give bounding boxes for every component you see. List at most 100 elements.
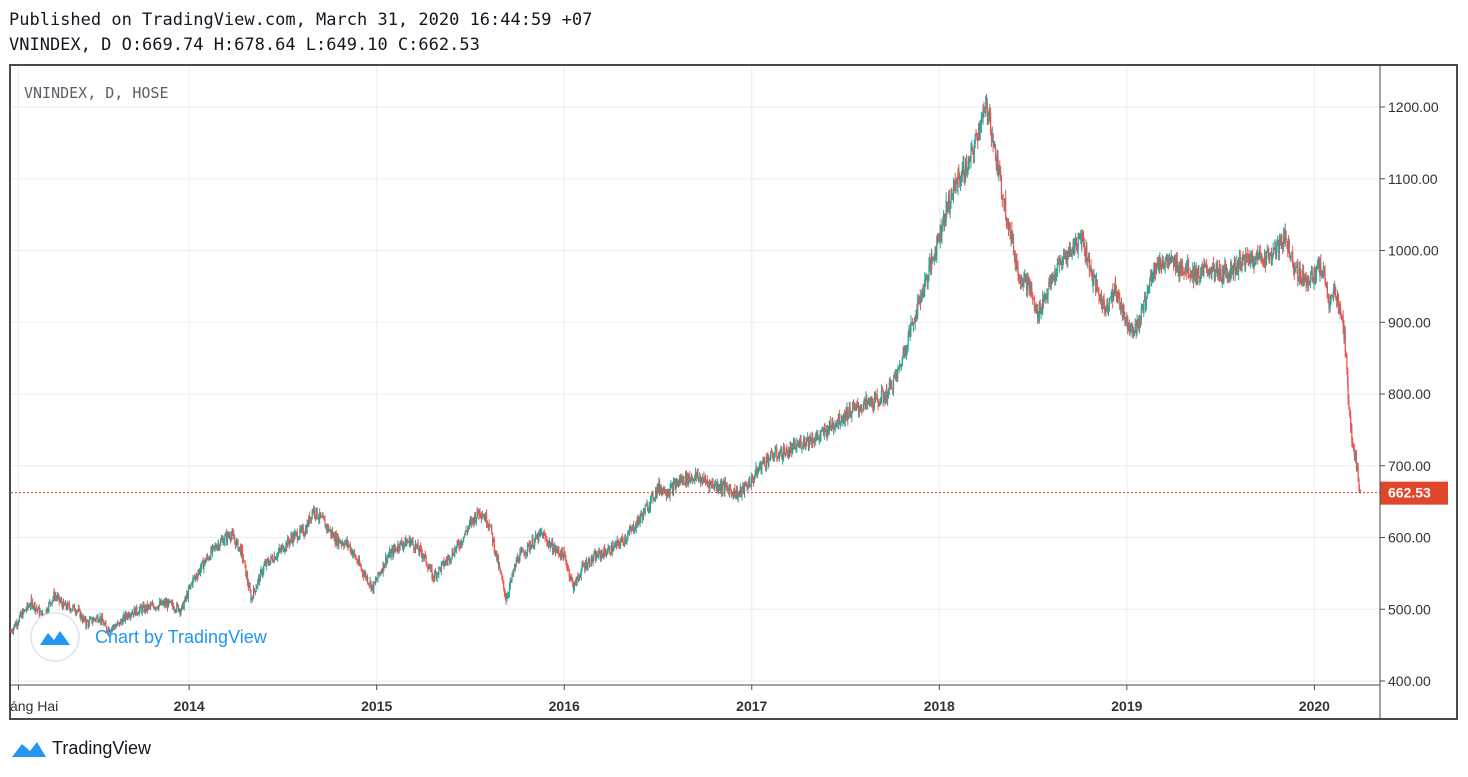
candle-body [474,514,477,522]
candle-body [611,545,613,552]
candle-body [101,616,103,623]
y-tick-label: 400.00 [1388,673,1431,689]
candle-body [962,164,964,169]
candle-body [1105,306,1107,312]
candle-body [413,544,415,549]
candle-body [575,579,577,586]
tradingview-cloud-icon [40,631,70,645]
candle-body [59,601,61,603]
candle-body [937,236,940,239]
candle-body [923,289,925,296]
candle-body [346,540,348,545]
candle-body [1340,314,1343,316]
candle-body [856,403,858,406]
candle-body [1075,237,1078,249]
candle-body [1160,259,1162,266]
candle-body [1121,309,1123,317]
candle-body [479,508,481,515]
candle-body [312,510,314,512]
candle-body [780,447,782,453]
candle-body [810,441,812,444]
candle-body [1016,260,1018,270]
candle-body [14,624,16,627]
candle-body [1152,273,1154,279]
candle-body [882,392,884,401]
candle-body [269,560,271,565]
candle-body [1155,263,1158,274]
candle-body [685,474,688,484]
candle-body [1203,265,1205,270]
candle-body [94,619,96,621]
candle-body [249,585,251,592]
candle-body [1174,262,1177,272]
candle-body [516,556,518,561]
candle-body [286,542,288,548]
candle-body [809,436,811,442]
candle-body [118,621,121,625]
candle-body [813,441,815,443]
candle-body [1217,266,1219,275]
candle-body [433,578,435,580]
candle-body [987,114,989,116]
candle-body [528,543,530,550]
candle-body [1231,268,1233,273]
candle-body [1315,268,1318,276]
candle-body [619,544,621,547]
candle-body [1100,294,1103,306]
candle-body [742,485,744,489]
candle-body [1266,251,1268,253]
candle-body [218,543,220,549]
candle-body [274,556,276,560]
candle-body [1173,258,1176,266]
candle-body [414,544,417,551]
candle-body [462,541,464,543]
candle-body [699,476,702,483]
candle-body [952,180,955,196]
candle-body [1271,255,1273,261]
watermark[interactable]: Chart by TradingView [30,612,268,662]
candle-body [1278,238,1280,253]
candle-body [1181,263,1183,272]
candle-body [455,545,457,551]
candle-body [233,534,235,540]
candle-body [31,599,34,608]
candle-body [849,406,851,414]
candle-body [199,568,202,573]
candle-body [297,539,299,541]
candle-body [432,574,434,579]
candle-body [889,382,891,387]
candle-body [306,522,308,533]
candle-body [566,562,568,568]
candle-body [454,548,457,551]
candle-body [1293,268,1295,272]
candle-body [252,588,255,599]
y-tick-label: 800.00 [1388,386,1431,402]
candle-body [787,449,789,458]
candle-body [184,596,186,603]
candle-body [781,447,783,460]
candle-body [1134,323,1136,333]
candle-body [792,444,794,454]
candle-body [353,551,356,555]
candle-body [1067,248,1070,254]
candle-body [645,505,647,507]
candle-body [1207,271,1209,274]
candle-body [850,413,852,418]
candle-body [1045,294,1047,299]
candle-body [790,446,792,448]
candle-body [667,493,669,495]
candle-body [1136,320,1138,333]
candle-body [1359,489,1361,493]
candle-body [708,483,710,489]
candle-body [32,606,34,608]
candle-body [81,618,84,622]
candle-body [1144,295,1146,301]
candle-body [1349,408,1351,416]
candle-body [520,550,523,552]
candle-body [10,630,12,632]
candle-body [558,550,560,555]
candle-body [1253,256,1255,266]
candle-body [1283,235,1285,246]
footer-brand[interactable]: TradingView [10,738,151,759]
